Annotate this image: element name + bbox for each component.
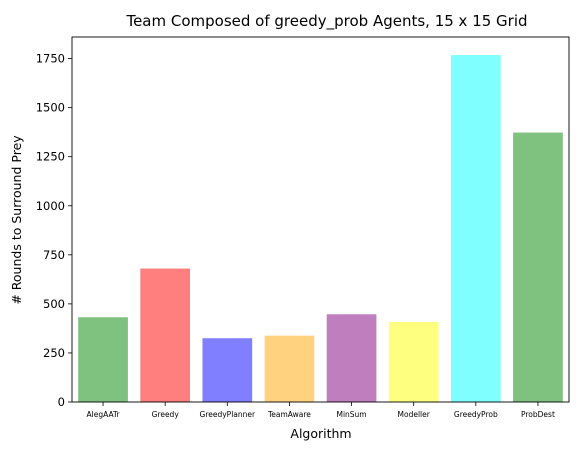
bar-minsum (326, 314, 377, 402)
x-axis-label: Algorithm (290, 426, 351, 441)
y-tick-label: 250 (43, 346, 65, 360)
y-tick-label: 1250 (36, 150, 65, 164)
bar-probdest (513, 132, 563, 402)
y-tick-label: 1500 (36, 101, 65, 115)
bar-greedyprob (450, 55, 501, 403)
bar-teamaware (264, 335, 315, 402)
y-axis-label: # Rounds to Surround Prey (9, 135, 24, 305)
x-tick-label: AlegAATr (87, 410, 121, 419)
plot-area: AlegAATr Greedy GreedyPlanner TeamAware MinS… (36, 36, 570, 419)
x-tick-label: Modeller (398, 410, 431, 419)
y-tick-label: 1000 (36, 199, 65, 213)
bar-greedyplanner (202, 338, 253, 402)
y-tick-label: 0 (58, 395, 65, 409)
x-tick-label: TeamAware (267, 410, 311, 419)
y-tick-label: 1750 (36, 52, 65, 66)
bar-modeller (388, 321, 439, 402)
x-tick-label: GreedyPlanner (200, 410, 256, 419)
chart-title: Team Composed of greedy_prob Agents, 15 … (125, 12, 527, 31)
x-tick-label: GreedyProb (454, 410, 498, 419)
x-tick-label: Greedy (152, 410, 180, 419)
y-tick-label: 500 (43, 297, 65, 311)
x-tick-label: ProbDest (521, 410, 555, 419)
y-tick-label: 750 (43, 248, 65, 262)
bar-alegaatr (78, 317, 128, 402)
plot-frame (71, 36, 570, 403)
bar-greedy (140, 268, 191, 402)
x-tick-label: MinSum (336, 410, 366, 419)
